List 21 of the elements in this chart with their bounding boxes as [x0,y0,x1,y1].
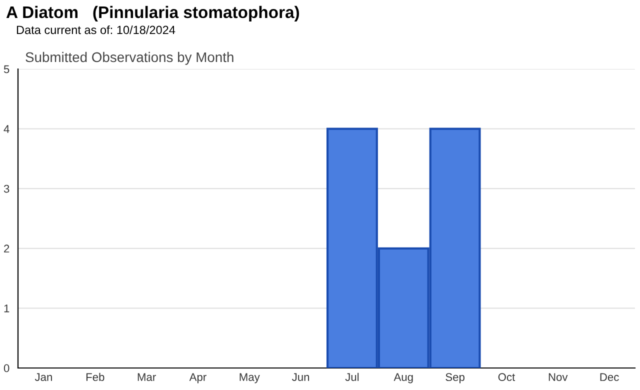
x-tick-label: Jun [292,373,310,382]
x-tick-label: Jan [34,373,52,382]
x-tick-label: Sep [446,373,464,384]
y-tick-label: 5 [4,65,10,74]
y-tick-label: 4 [4,125,10,133]
x-tick-label: Nov [548,373,568,382]
x-tick-label: Aug [394,373,413,384]
x-tick-label: Oct [498,373,516,382]
y-tick-label: 1 [4,304,10,312]
chart-subtitle: Data current as of: 10/18/2024 [16,25,176,34]
x-tick-label: Apr [189,373,206,384]
x-tick-label: May [240,373,260,384]
chart-title: A Diatom (Pinnularia stomatophora) [6,6,300,22]
text: Submitted Observations by Month [26,52,234,65]
y-tick-label: 0 [4,364,10,372]
x-tick-label: Mar [138,373,156,382]
y-tick-label: 3 [4,184,10,193]
x-tick-label: Jul [345,372,359,382]
x-tick-label: Feb [86,372,104,382]
y-tick-label: 2 [4,244,10,252]
x-tick-label: Dec [600,373,619,382]
